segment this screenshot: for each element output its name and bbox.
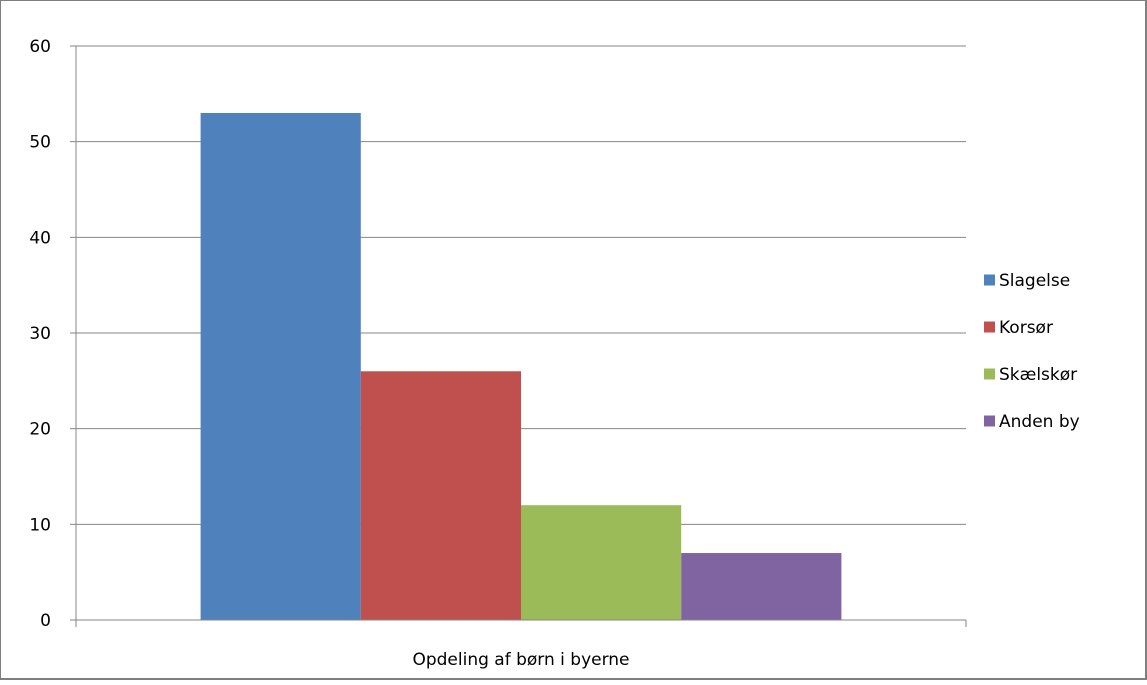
y-tick-label: 40 — [29, 228, 51, 248]
legend-label: Anden by — [999, 412, 1080, 432]
legend-swatch — [984, 415, 995, 427]
y-tick-label: 0 — [40, 611, 51, 631]
legend-label: Slagelse — [999, 271, 1070, 291]
legend-swatch — [984, 274, 995, 286]
y-tick-label: 50 — [29, 133, 51, 153]
y-tick-label: 20 — [29, 420, 51, 440]
bar-anden-by — [681, 553, 842, 620]
legend-swatch — [984, 368, 995, 380]
y-tick-label: 60 — [29, 37, 51, 57]
axes: 0 10 20 30 40 50 60 Opdeling af børn i byerne — [29, 37, 967, 670]
y-tick-label: 30 — [29, 324, 51, 344]
legend-label: Korsør — [999, 318, 1053, 338]
bar-slagelse — [200, 112, 361, 620]
legend-label: Skælskør — [999, 365, 1077, 385]
x-category-label: Opdeling af børn i byerne — [412, 650, 629, 670]
bar-korsør — [360, 371, 521, 620]
legend: Slagelse Korsør Skælskør Anden by — [984, 271, 1080, 432]
bars — [200, 112, 842, 620]
legend-swatch — [984, 321, 995, 333]
bar-skælskør — [521, 505, 682, 620]
y-tick-label: 10 — [29, 515, 51, 535]
